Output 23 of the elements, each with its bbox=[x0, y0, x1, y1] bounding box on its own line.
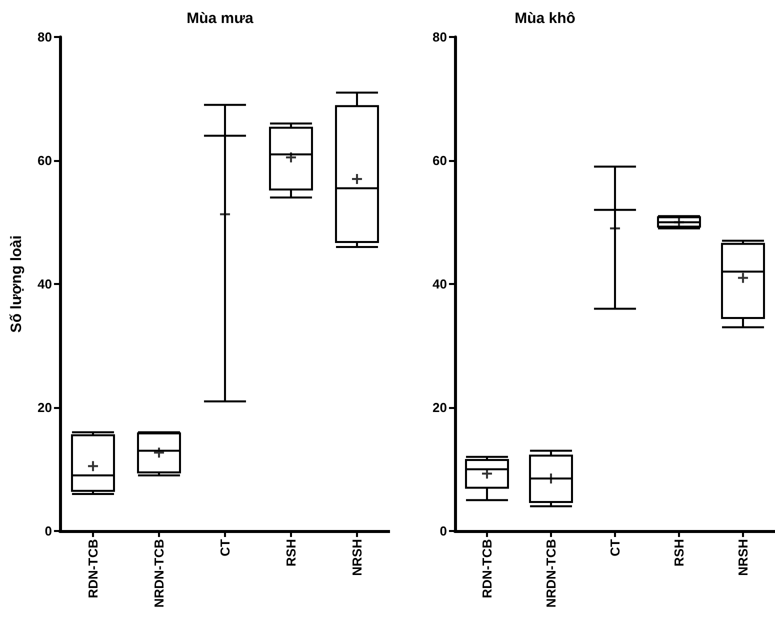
y-tick-label: 80 bbox=[432, 30, 447, 44]
x-tick-label: RDN-TCB bbox=[86, 539, 100, 598]
x-tick-label: NRDN-TCB bbox=[544, 539, 558, 608]
chart-title: Mùa khô bbox=[514, 10, 576, 27]
y-tick-label: 60 bbox=[432, 153, 447, 168]
x-tick-label: CT bbox=[218, 538, 232, 556]
x-tick-label: NRSH bbox=[736, 539, 750, 576]
x-tick-label: CT bbox=[608, 538, 622, 556]
y-axis-title: Số lượng loài bbox=[8, 235, 25, 333]
x-tick-label: RDN-TCB bbox=[480, 539, 494, 598]
x-tick-label: RSH bbox=[284, 539, 298, 566]
chart-title: Mùa mưa bbox=[186, 10, 254, 27]
y-tick-label: 20 bbox=[432, 400, 447, 415]
y-tick-label: 40 bbox=[38, 276, 52, 292]
x-tick-label: NRSH bbox=[350, 539, 364, 576]
y-tick-label: 0 bbox=[440, 524, 447, 538]
y-tick-label: 0 bbox=[44, 524, 52, 538]
y-tick-label: 40 bbox=[432, 276, 447, 292]
y-tick-label: 80 bbox=[38, 30, 52, 44]
x-tick-label: RSH bbox=[672, 539, 686, 566]
y-tick-label: 20 bbox=[38, 400, 52, 415]
x-tick-label: NRDN-TCB bbox=[152, 539, 166, 608]
y-tick-label: 60 bbox=[38, 153, 52, 168]
